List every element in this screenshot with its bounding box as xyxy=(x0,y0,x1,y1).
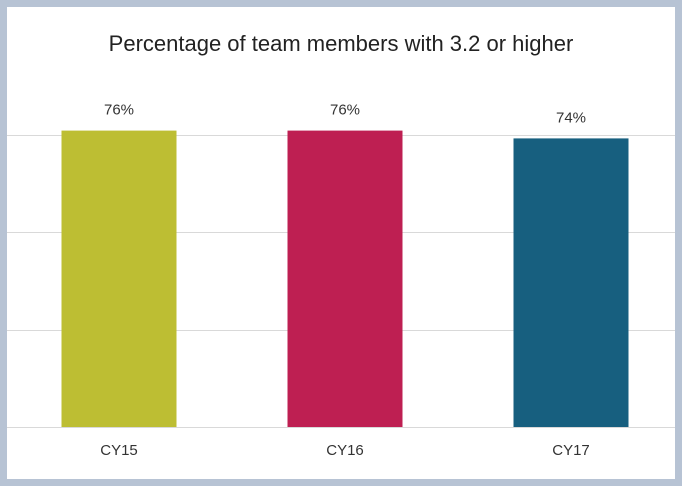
value-label: 76% xyxy=(330,102,360,119)
chart-title: Percentage of team members with 3.2 or h… xyxy=(109,31,574,56)
bar xyxy=(287,130,403,427)
value-label: 74% xyxy=(556,109,586,126)
value-label: 76% xyxy=(104,102,134,119)
x-tick-label: CY15 xyxy=(100,442,138,459)
bar xyxy=(513,138,629,427)
bar xyxy=(61,130,177,427)
x-tick-label: CY16 xyxy=(326,442,364,459)
x-tick-label: CY17 xyxy=(552,442,590,459)
